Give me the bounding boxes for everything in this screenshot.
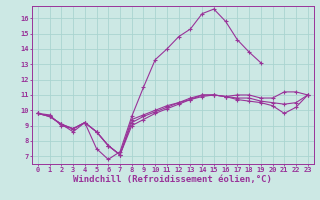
X-axis label: Windchill (Refroidissement éolien,°C): Windchill (Refroidissement éolien,°C) <box>73 175 272 184</box>
